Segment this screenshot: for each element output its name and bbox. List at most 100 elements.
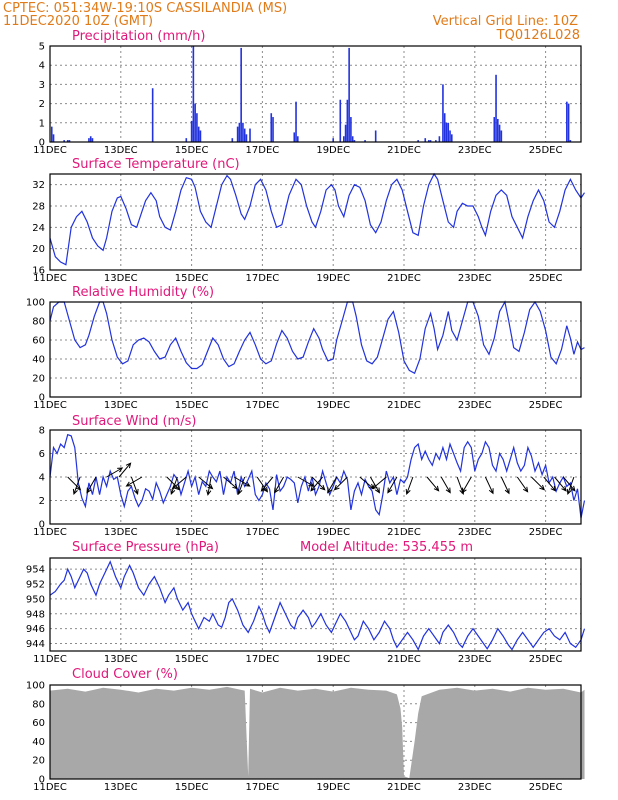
temp-xtick-label: 19DEC xyxy=(316,273,350,284)
cloud-ytick-label: 0 xyxy=(39,775,45,786)
precip-xtick-label: 23DEC xyxy=(458,145,492,156)
wind-direction-arrow xyxy=(166,476,181,491)
cloud-title: Cloud Cover (%) xyxy=(72,667,178,682)
precip-bar xyxy=(566,101,568,142)
wind-direction-arrow xyxy=(223,476,239,490)
cloud-xtick-label: 25DEC xyxy=(529,782,563,793)
header-station: CPTEC: 051:34W-19:10S CASSILANDIA (MS) xyxy=(3,1,287,16)
model-altitude: Model Altitude: 535.455 m xyxy=(300,540,473,555)
precip-bar xyxy=(151,88,154,142)
precip-bar xyxy=(240,47,242,142)
precip-bar xyxy=(343,136,345,142)
wind-direction-arrow xyxy=(369,476,380,494)
humidity-ytick-label: 40 xyxy=(32,355,45,366)
precip-bar xyxy=(429,140,432,142)
pressure-xtick-label: 13DEC xyxy=(104,654,138,665)
humidity-ytick-label: 0 xyxy=(39,393,45,404)
temp-title: Surface Temperature (nC) xyxy=(72,157,240,172)
humidity-series-line xyxy=(49,300,585,375)
precip-bar xyxy=(438,136,441,142)
temp-frame xyxy=(49,173,582,271)
pressure-xtick-label: 11DEC xyxy=(33,654,67,665)
temp-ytick-label: 16 xyxy=(32,266,45,277)
precip-bar xyxy=(569,140,572,142)
temp-ytick-label: 20 xyxy=(32,244,45,255)
precip-xtick-label: 15DEC xyxy=(175,145,209,156)
wind-direction-arrow xyxy=(310,476,323,492)
wind-direction-arrow xyxy=(86,476,97,494)
pressure-xtick-label: 19DEC xyxy=(316,654,350,665)
wind-xtick-label: 21DEC xyxy=(387,527,421,538)
pressure-frame xyxy=(49,557,582,652)
humidity-frame xyxy=(49,301,582,398)
precip-bar xyxy=(450,134,453,142)
wind-xtick-label: 11DEC xyxy=(33,527,67,538)
wind-ytick-label: 6 xyxy=(39,449,45,460)
precip-bar xyxy=(52,134,55,142)
cloud-frame xyxy=(49,684,582,780)
wind-direction-arrow xyxy=(274,476,285,494)
temp-ytick-label: 24 xyxy=(32,223,45,234)
humidity-xtick-label: 23DEC xyxy=(458,400,492,411)
wind-direction-arrow xyxy=(125,476,143,487)
precip-bar xyxy=(424,138,427,142)
precip-xtick-label: 21DEC xyxy=(387,145,421,156)
wind-direction-arrow xyxy=(531,476,546,491)
humidity-ytick-label: 60 xyxy=(32,336,45,347)
cloud-cover-area xyxy=(50,686,585,779)
precip-bar xyxy=(350,117,352,142)
precip-bar xyxy=(498,124,501,142)
precip-ytick-label: 0 xyxy=(39,138,45,149)
wind-direction-arrow xyxy=(543,476,557,492)
precip-bar xyxy=(344,124,347,142)
wind-direction-arrow xyxy=(327,476,338,494)
wind-direction-arrow xyxy=(260,476,274,492)
wind-title: Surface Wind (m/s) xyxy=(72,414,196,429)
humidity-ytick-label: 20 xyxy=(32,374,45,385)
wind-direction-arrow xyxy=(426,476,440,492)
pressure-title: Surface Pressure (hPa) xyxy=(72,540,219,555)
humidity-panel: 0 20 40 60 80 100 11DEC 13DEC 15DEC 17DEC 19DEC 21D… xyxy=(26,298,585,411)
wind-direction-arrow xyxy=(237,476,246,495)
temp-series-line xyxy=(49,172,586,266)
precip-bar xyxy=(249,128,251,142)
wind-direction-arrow xyxy=(387,476,398,494)
wind-direction-arrow xyxy=(562,476,576,492)
precip-bar xyxy=(185,138,188,142)
cloud-ytick-label: 80 xyxy=(32,699,45,710)
wind-ytick-label: 4 xyxy=(39,473,45,484)
precip-bar xyxy=(63,140,65,142)
pressure-xtick-label: 23DEC xyxy=(458,654,492,665)
precip-bar xyxy=(91,138,94,142)
precip-bar xyxy=(238,122,241,142)
wind-xtick-label: 15DEC xyxy=(175,527,209,538)
cloud-xtick-label: 21DEC xyxy=(387,782,421,793)
temp-xtick-label: 21DEC xyxy=(387,273,421,284)
temp-xtick-label: 23DEC xyxy=(458,273,492,284)
precip-bar xyxy=(500,130,503,142)
wind-panel: 0 2 4 6 8 11DEC 13DEC 15DEC 17DEC 19DEC 21DEC 23DEC… xyxy=(33,426,586,538)
wind-direction-arrow xyxy=(118,462,132,478)
pressure-xtick-label: 15DEC xyxy=(175,654,209,665)
humidity-ytick-label: 100 xyxy=(26,298,45,309)
precip-bar xyxy=(50,126,53,142)
humidity-xtick-label: 13DEC xyxy=(104,400,138,411)
wind-direction-arrow xyxy=(554,476,567,492)
precip-bar xyxy=(231,138,234,142)
precip-xtick-label: 13DEC xyxy=(104,145,138,156)
pressure-ytick-label: 948 xyxy=(26,609,45,620)
precip-xtick-label: 17DEC xyxy=(246,145,280,156)
cloud-ytick-label: 100 xyxy=(26,681,45,692)
precip-bar xyxy=(295,101,297,142)
wind-direction-arrow xyxy=(333,476,348,491)
precip-bar xyxy=(449,130,451,142)
wind-direction-arrow xyxy=(171,476,187,490)
wind-direction-arrow xyxy=(206,476,212,496)
precip-bar xyxy=(242,122,244,142)
humidity-xtick-label: 25DEC xyxy=(529,400,563,411)
precip-bar xyxy=(442,84,444,142)
precip-bar xyxy=(443,113,446,142)
precip-bar xyxy=(351,136,354,142)
precip-bar xyxy=(497,118,499,142)
